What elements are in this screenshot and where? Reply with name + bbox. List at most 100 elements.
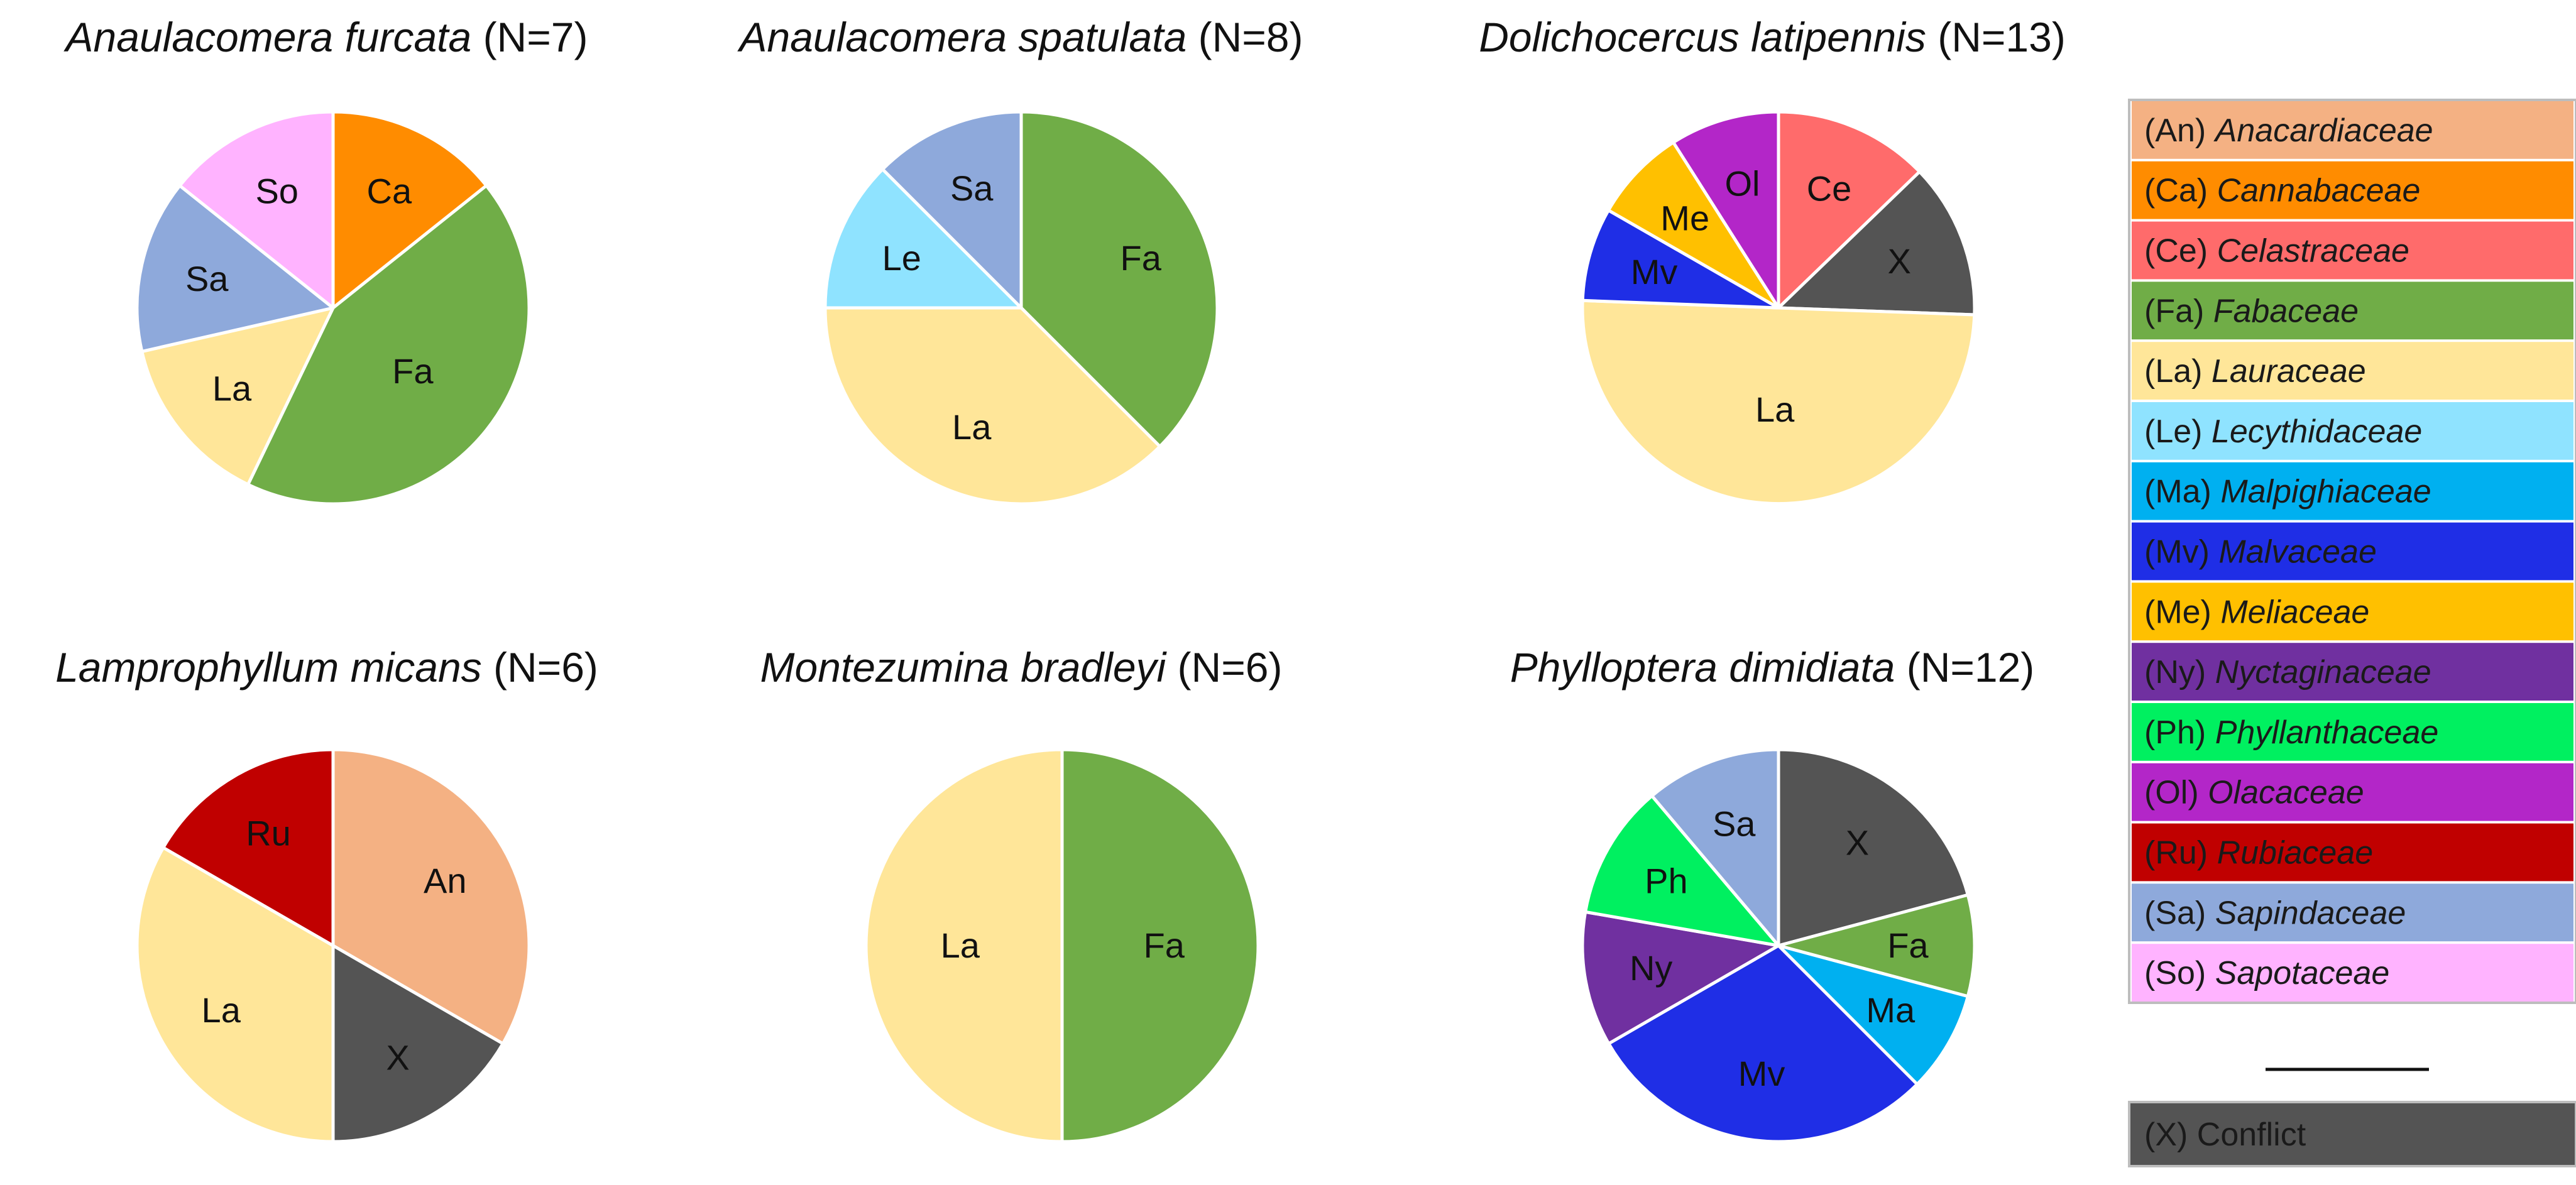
pie-title-species: Phylloptera dimidiata <box>1510 644 1895 691</box>
pie-slice-label: X <box>386 1037 409 1077</box>
pie-title-species: Lamprophyllum micans <box>55 644 482 691</box>
legend-item-le: (Le) Lecythidaceae <box>2132 402 2573 460</box>
pie-title-n: (N=8) <box>1187 14 1303 60</box>
pie-slice-ca <box>331 110 488 310</box>
legend-conflict-text: Conflict <box>2197 1117 2306 1153</box>
pie-slice-ru <box>162 748 335 947</box>
pie-slice-ol <box>1672 110 1780 310</box>
legend-label: (Sa) Sapindaceae <box>2144 895 2406 931</box>
pie-slice-x <box>1777 170 1976 317</box>
legend-code: (Ol) <box>2144 775 2208 811</box>
pie-slice-label: La <box>202 990 241 1030</box>
pie-slice-label: La <box>941 926 980 965</box>
pie-title-species: Anaulacomera furcata <box>63 14 472 60</box>
legend-label: (Fa) Fabaceae <box>2144 293 2359 329</box>
pie-slice-label: So <box>255 172 299 211</box>
legend-family: Olacaceae <box>2208 775 2364 811</box>
legend-item-conflict: (X) Conflict <box>2128 1101 2576 1167</box>
pie-slice-label: La <box>1755 390 1795 429</box>
legend-code: (Le) <box>2144 413 2212 450</box>
legend-code: (Ce) <box>2144 233 2217 270</box>
legend-swatch <box>2132 221 2573 280</box>
legend-swatch <box>2132 703 2573 761</box>
pie-slice-la <box>823 306 1162 506</box>
legend-swatch <box>2132 522 2573 581</box>
pie-slice-an <box>331 748 531 1046</box>
legend-label: (Ny) Nyctaginaceae <box>2144 654 2431 691</box>
legend-family: Lauraceae <box>2212 353 2366 390</box>
pie-slice-fa <box>1060 748 1260 1144</box>
legend-swatch <box>2132 101 2573 159</box>
legend-family: Malpighiaceae <box>2220 474 2431 510</box>
legend-family: Meliaceae <box>2220 594 2369 630</box>
legend-code: (Fa) <box>2144 293 2213 329</box>
pie-slice-fa <box>1777 893 1976 998</box>
legend-family: Nyctaginaceae <box>2215 654 2431 691</box>
pie-slice-sa <box>880 110 1023 310</box>
pie-title: Montezumina bradleyi (N=6) <box>760 644 1283 691</box>
legend-label: (Mv) Malvaceae <box>2144 534 2377 571</box>
legend-swatch <box>2132 823 2573 882</box>
pie-title-n: (N=13) <box>1926 14 2066 60</box>
pie-slice-me <box>1606 141 1780 310</box>
pie-chart: Anaulacomera furcata (N=7) Ca Fa La Sa So <box>63 14 588 506</box>
legend-item-ph: (Ph) Phyllanthaceae <box>2132 703 2573 761</box>
legend-conflict-swatch <box>2128 1101 2576 1167</box>
legend-code: (Mv) <box>2144 534 2218 571</box>
pie-title: Anaulacomera spatulata (N=8) <box>737 14 1303 60</box>
pie-slice-label: La <box>212 368 252 408</box>
pie-slice-mv <box>1607 944 1919 1144</box>
legend-item-ma: (Ma) Malpighiaceae <box>2132 462 2573 520</box>
pie-chart: Anaulacomera spatulata (N=8) Fa La Le Sa <box>737 14 1303 506</box>
pie-slice-x <box>1777 748 1970 947</box>
legend-label: (Me) Meliaceae <box>2144 594 2369 630</box>
legend-family: Sapindaceae <box>2215 895 2406 931</box>
pie-slice-label: Fa <box>1887 926 1929 965</box>
pie-slice-label: Ma <box>1866 990 1916 1030</box>
legend-code: (An) <box>2144 112 2215 149</box>
legend-label: (La) Lauraceae <box>2144 353 2366 390</box>
pie-slice-la <box>1581 298 1976 506</box>
pie-slice-label: Me <box>1660 199 1709 238</box>
legend-code: (Ph) <box>2144 714 2215 751</box>
pie-slice-fa <box>1019 110 1219 449</box>
pie-slice-so <box>178 110 335 310</box>
pie-slice-label: Ru <box>246 814 291 853</box>
pie-slice-le <box>823 167 1023 310</box>
legend-item-fa: (Fa) Fabaceae <box>2132 281 2573 340</box>
pie-slice-label: Sa <box>950 168 994 208</box>
legend-family: Rubiaceae <box>2217 835 2374 871</box>
pie-title-species: Anaulacomera spatulata <box>737 14 1187 60</box>
legend-item-la: (La) Lauraceae <box>2132 342 2573 400</box>
legend-item-ol: (Ol) Olacaceae <box>2132 763 2573 821</box>
pie-title-n: (N=6) <box>482 644 598 691</box>
pie-title-n: (N=7) <box>471 14 588 60</box>
legend-item-so: (So) Sapotaceae <box>2132 944 2573 1002</box>
legend-label: (Ca) Cannabaceae <box>2144 173 2420 209</box>
pie-chart: Dolichocercus latipennis (N=13) Ce X La Mv Me… <box>1479 14 2066 506</box>
legend-label: (So) Sapotaceae <box>2144 955 2389 991</box>
pie-slice-label: Sa <box>185 259 229 298</box>
legend-item-ru: (Ru) Rubiaceae <box>2132 823 2573 882</box>
legend-label: (Ol) Olacaceae <box>2144 775 2364 811</box>
pie-slice-label: X <box>1888 241 1911 281</box>
pie-slice-label: Ca <box>367 172 412 211</box>
pie-slice-label: La <box>952 407 992 447</box>
legend-label: (Ph) Phyllanthaceae <box>2144 714 2438 751</box>
legend-code: (Sa) <box>2144 895 2215 931</box>
legend-code: (Me) <box>2144 594 2220 630</box>
legend-code: (Ma) <box>2144 474 2220 510</box>
pie-slice-label: Ph <box>1645 861 1688 901</box>
pie-slice-sa <box>135 183 335 353</box>
legend-swatch <box>2132 582 2573 641</box>
legend-label: (Ru) Rubiaceae <box>2144 835 2373 871</box>
pie-slice-label: Mv <box>1631 252 1678 292</box>
legend-item-me: (Me) Meliaceae <box>2132 582 2573 641</box>
legend-code: (Ny) <box>2144 654 2215 691</box>
legend-item-ce: (Ce) Celastraceae <box>2132 221 2573 280</box>
legend-swatch <box>2132 342 2573 400</box>
legend-swatch <box>2132 763 2573 821</box>
pie-title: Dolichocercus latipennis (N=13) <box>1479 14 2066 60</box>
pie-title-species: Dolichocercus latipennis <box>1479 14 1926 60</box>
